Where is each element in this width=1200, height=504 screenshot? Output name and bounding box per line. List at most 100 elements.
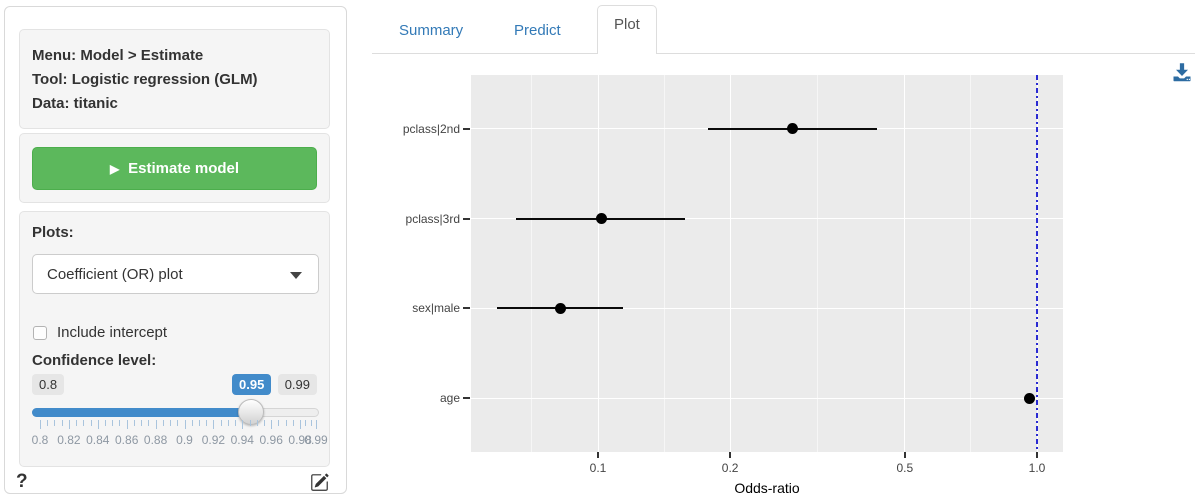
- slider-major-tick: [40, 420, 41, 429]
- model-info-panel: Menu: Model > Estimate Tool: Logistic re…: [19, 29, 330, 129]
- slider-tick-label: 0.84: [86, 433, 110, 447]
- x-minor-gridline: [970, 75, 972, 452]
- slider-tick-label: 0.9: [176, 433, 193, 447]
- y-axis-label: pclass|2nd: [402, 121, 460, 136]
- slider-minor-tick: [141, 420, 143, 426]
- slider-minor-tick: [76, 420, 78, 426]
- slider-minor-tick: [177, 420, 179, 426]
- y-axis-tick: [463, 307, 470, 310]
- coefficient-plot-figure: Odds-ratio 0.1 0.2 0.5 1.0 pclass|2nd pclass|…: [372, 60, 1191, 504]
- estimate-model-button[interactable]: ▶ Estimate model: [32, 147, 317, 190]
- odds-ratio-point: [1023, 392, 1035, 404]
- include-intercept-label: Include intercept: [57, 324, 168, 341]
- x-minor-gridline: [663, 75, 665, 452]
- dataset-name: Data: titanic: [32, 95, 118, 112]
- edit-report-icon[interactable]: [310, 473, 329, 497]
- x-axis-tick-label: 0.1: [589, 461, 607, 475]
- plot-panel: [471, 75, 1063, 452]
- slider-tick-label: 0.88: [143, 433, 168, 447]
- x-axis-tick: [903, 452, 906, 458]
- plot-type-select[interactable]: Coefficient (OR) plot: [32, 254, 319, 294]
- x-minor-gridline: [816, 75, 818, 452]
- include-intercept-checkbox[interactable]: [33, 325, 47, 340]
- slider-minor-tick: [292, 420, 294, 426]
- y-major-gridline: [471, 307, 1063, 309]
- y-axis-label: pclass|3rd: [405, 211, 460, 226]
- download-plot-button[interactable]: [1172, 62, 1194, 84]
- odds-ratio-point: [787, 123, 799, 135]
- tab-plot[interactable]: Plot: [597, 5, 657, 54]
- result-tabbar: Summary Predict Plot: [372, 0, 1195, 54]
- slider-minor-tick: [90, 420, 92, 426]
- slider-tick-label: 0.86: [115, 433, 139, 447]
- estimate-panel: ▶ Estimate model: [19, 133, 330, 203]
- plots-label: Plots:: [32, 224, 74, 241]
- odds-ratio-point: [596, 213, 608, 225]
- slider-tick-label: 0.8: [31, 433, 49, 447]
- slider-minor-tick: [47, 420, 49, 426]
- slider-major-tick: [184, 420, 186, 429]
- slider-major-tick: [242, 420, 244, 429]
- slider-minor-tick: [105, 420, 107, 426]
- slider-tick-label: 0.94: [230, 433, 254, 447]
- slider-tick-label: 0.99: [304, 433, 328, 447]
- slider-tick-label: 0.96: [259, 433, 283, 447]
- y-axis-tick: [463, 127, 470, 130]
- help-icon[interactable]: ?: [16, 471, 28, 492]
- slider-minor-tick: [133, 420, 135, 426]
- slider-minor-tick: [162, 420, 164, 426]
- play-icon: ▶: [109, 161, 120, 176]
- x-major-gridline: [729, 75, 731, 452]
- x-major-gridline: [597, 75, 599, 452]
- slider-major-tick: [97, 420, 99, 429]
- slider-minor-tick: [170, 420, 172, 426]
- slider-max-badge: 0.99: [277, 374, 317, 395]
- slider-minor-tick: [191, 420, 193, 426]
- x-axis-tick-label: 0.2: [721, 461, 739, 475]
- y-major-gridline: [471, 397, 1063, 399]
- x-axis-title: Odds-ratio: [734, 480, 800, 496]
- slider-minor-tick: [263, 420, 265, 426]
- slider-tick-label: 0.82: [57, 433, 81, 447]
- slider-minor-tick: [119, 420, 121, 426]
- x-major-gridline: [904, 75, 906, 452]
- slider-major-tick: [271, 420, 273, 429]
- sidebar: Menu: Model > Estimate Tool: Logistic re…: [4, 6, 347, 494]
- slider-minor-tick: [235, 420, 237, 426]
- confidence-slider-grid: 0.8 0.82 0.84 0.86 0.88 0.9 0.92 0.94 0.96 0.98 0.…: [20, 420, 331, 460]
- y-major-gridline: [471, 218, 1063, 220]
- tab-predict[interactable]: Predict: [514, 22, 561, 39]
- x-axis-tick-label: 1.0: [1028, 461, 1046, 475]
- slider-minor-tick: [148, 420, 150, 426]
- tabbar-underline: [372, 53, 1195, 54]
- plot-type-selected-value: Coefficient (OR) plot: [47, 265, 183, 283]
- include-intercept-row[interactable]: Include intercept: [33, 324, 167, 341]
- slider-minor-tick: [227, 420, 229, 426]
- slider-minor-tick: [206, 420, 208, 426]
- slider-minor-tick: [83, 420, 85, 426]
- slider-minor-tick: [54, 420, 56, 426]
- x-axis-tick-label: 0.5: [896, 461, 914, 475]
- slider-minor-tick: [278, 420, 280, 426]
- y-axis-label: age: [439, 391, 460, 406]
- estimate-model-label: Estimate model: [128, 160, 240, 177]
- x-axis-tick: [1036, 452, 1038, 458]
- x-axis-tick: [729, 452, 732, 458]
- slider-minor-tick: [310, 420, 312, 426]
- slider-minor-tick: [305, 420, 307, 426]
- slider-major-tick: [213, 420, 215, 429]
- slider-major-tick: [68, 420, 70, 429]
- tab-summary[interactable]: Summary: [399, 22, 464, 39]
- confidence-slider-fill: [32, 408, 252, 417]
- slider-minor-tick: [198, 420, 200, 426]
- slider-minor-tick: [112, 420, 114, 426]
- caret-down-icon: [290, 272, 302, 279]
- slider-tick-label: 0.98: [288, 433, 312, 447]
- plot-options-panel: Plots: Coefficient (OR) plot Include int…: [19, 211, 330, 467]
- slider-minor-tick: [249, 420, 251, 426]
- slider-major-tick: [155, 420, 157, 429]
- slider-major-tick: [316, 420, 317, 429]
- y-axis-tick: [463, 217, 470, 220]
- slider-min-badge: 0.8: [32, 374, 65, 395]
- slider-value-badge: 0.95: [232, 374, 272, 395]
